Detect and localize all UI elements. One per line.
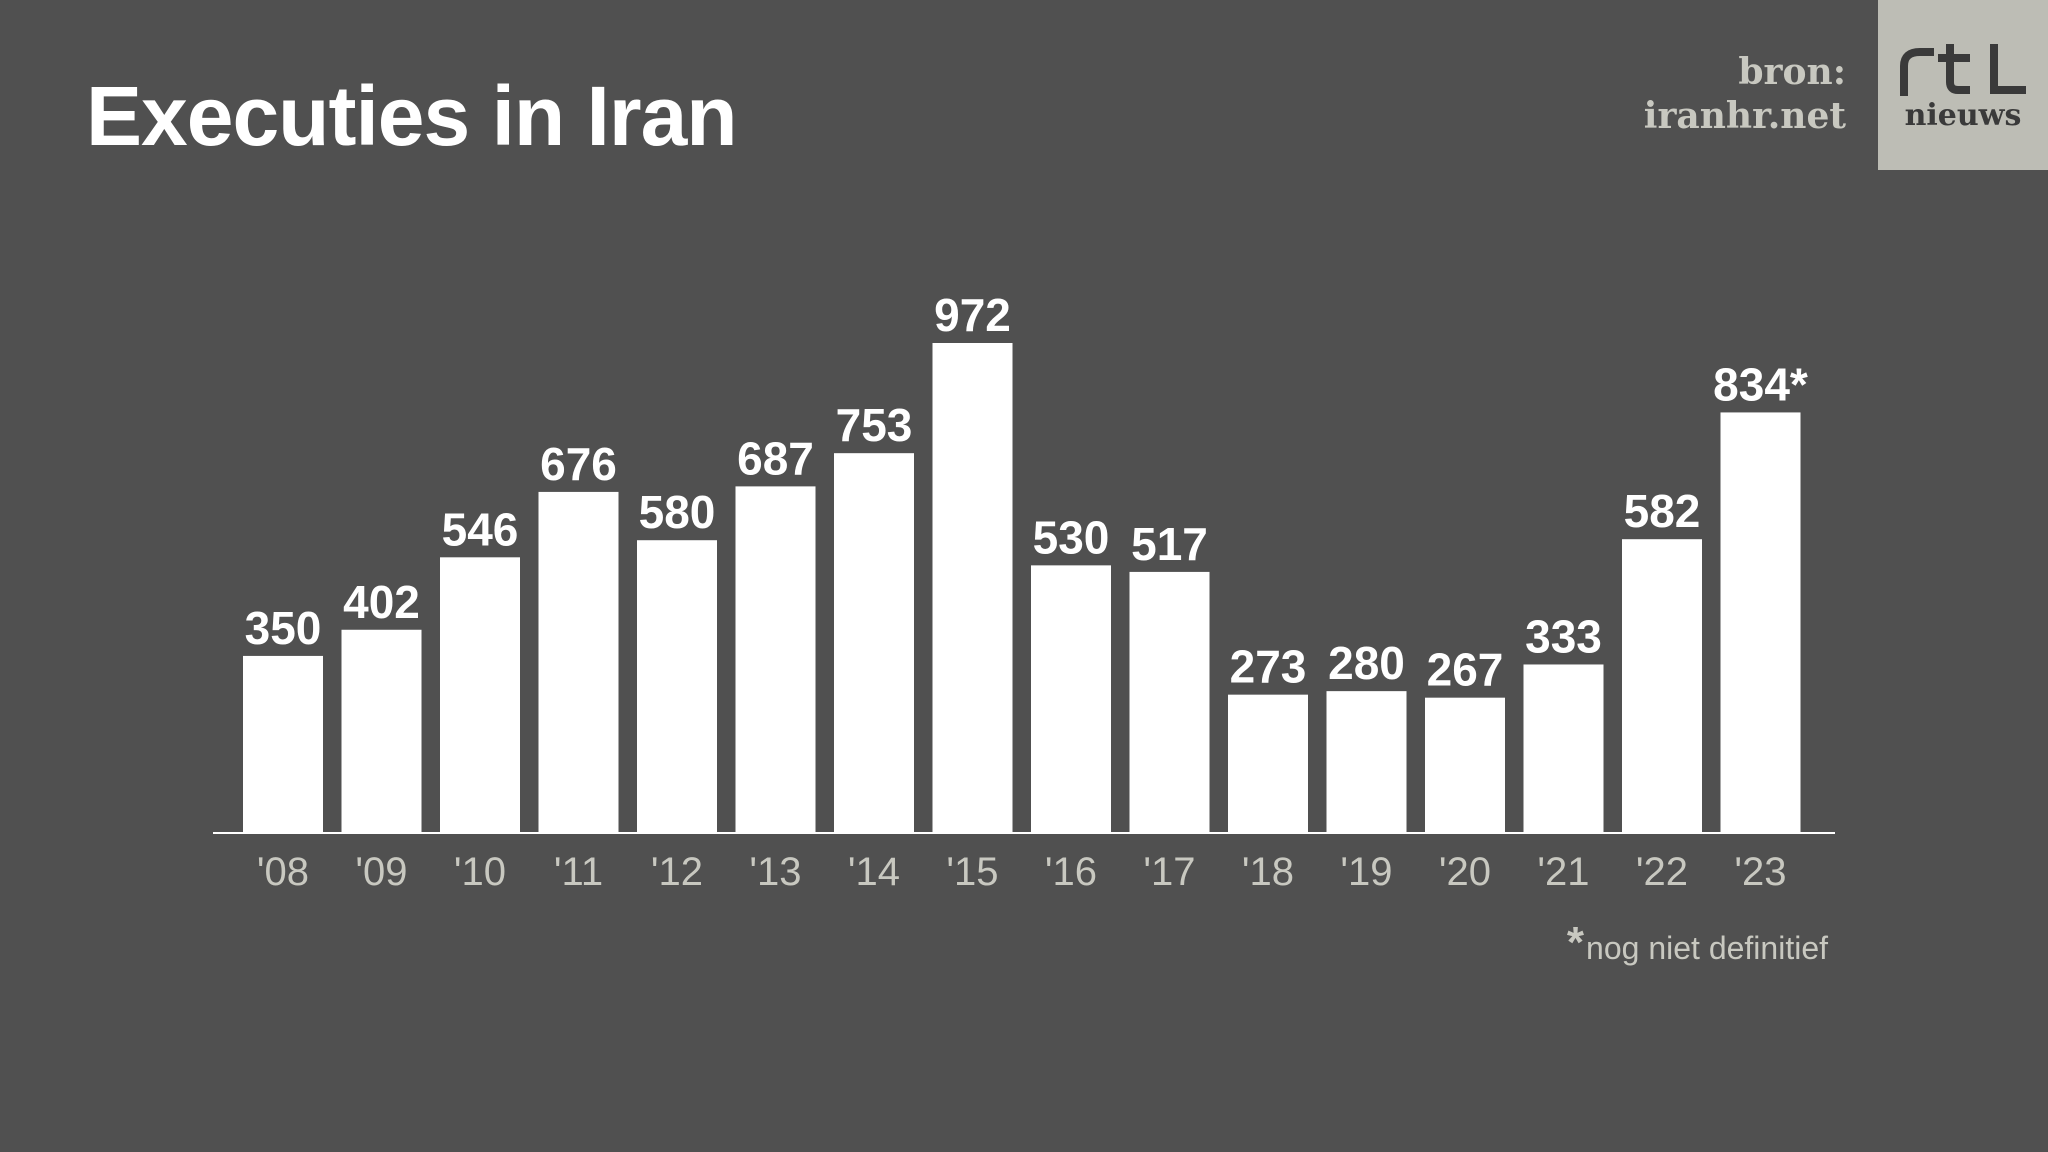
footnote-text: nog niet definitief (1586, 930, 1828, 966)
x-tick-labels-group: '08 '09 '10 '11 '12 '13 '14 '15 '16 '17 '18 '19 '20 '… (257, 850, 1787, 894)
x-tick-label: '22 (1636, 850, 1688, 894)
bar-17 (1129, 571, 1210, 832)
value-label: 402 (343, 576, 420, 628)
bar-19 (1326, 691, 1407, 832)
source-label: bron: (1738, 51, 1846, 93)
bar-21 (1523, 664, 1604, 832)
x-tick-label: '14 (848, 850, 900, 894)
bar-14 (834, 453, 914, 832)
x-tick-label: '23 (1734, 850, 1786, 894)
value-label: 546 (442, 503, 519, 555)
footnote: *nog niet definitief (1567, 918, 1828, 968)
bar-13 (735, 486, 816, 832)
value-label: 687 (737, 432, 814, 484)
x-tick-label: '19 (1340, 850, 1392, 894)
source-site: iranhr.net (1643, 95, 1846, 137)
footnote-marker: * (1566, 918, 1585, 967)
chart-title: Executies in Iran (86, 69, 738, 163)
value-label: 517 (1131, 518, 1208, 570)
bar-09 (341, 629, 422, 832)
x-tick-label: '13 (749, 850, 801, 894)
value-label: 834* (1713, 358, 1808, 410)
value-label: 273 (1230, 641, 1307, 693)
x-tick-label: '18 (1242, 850, 1294, 894)
bar-16 (1031, 565, 1111, 832)
logo-word: nieuws (1904, 98, 2022, 133)
bar-10 (440, 557, 520, 832)
value-label: 530 (1033, 511, 1110, 563)
bar-22 (1622, 539, 1702, 832)
value-labels-group: 350 402 546 676 580 687 753 972 530 517 273 280 267 3… (245, 289, 1808, 696)
bar-12 (637, 540, 717, 832)
value-label: 676 (540, 438, 617, 490)
x-tick-label: '20 (1439, 850, 1491, 894)
x-tick-label: '15 (946, 850, 998, 894)
x-tick-label: '17 (1143, 850, 1195, 894)
bar-11 (538, 491, 619, 832)
bar-18 (1228, 694, 1308, 832)
value-label: 972 (934, 289, 1011, 341)
x-tick-label: '10 (454, 850, 506, 894)
bar-08 (243, 655, 323, 832)
x-tick-label: '21 (1537, 850, 1589, 894)
value-label: 582 (1624, 485, 1701, 537)
x-tick-label: '08 (257, 850, 309, 894)
value-label: 267 (1427, 644, 1504, 696)
value-label: 333 (1525, 610, 1602, 662)
x-tick-label: '11 (554, 850, 603, 894)
source-credit: bron: iranhr.net (1644, 50, 1846, 138)
x-tick-label: '12 (651, 850, 703, 894)
bar-15 (932, 343, 1013, 832)
value-label: 280 (1328, 637, 1405, 689)
value-label: 580 (639, 486, 716, 538)
x-tick-label: '09 (355, 850, 407, 894)
value-label: 753 (836, 399, 913, 451)
x-tick-label: '16 (1045, 850, 1097, 894)
rtl-logo-icon (1900, 44, 2026, 96)
bar-20 (1425, 697, 1505, 832)
bars-group (243, 343, 1801, 832)
rtl-nieuws-logo: nieuws (1878, 0, 2048, 170)
value-label: 350 (245, 602, 322, 654)
bar-23 (1720, 412, 1801, 832)
